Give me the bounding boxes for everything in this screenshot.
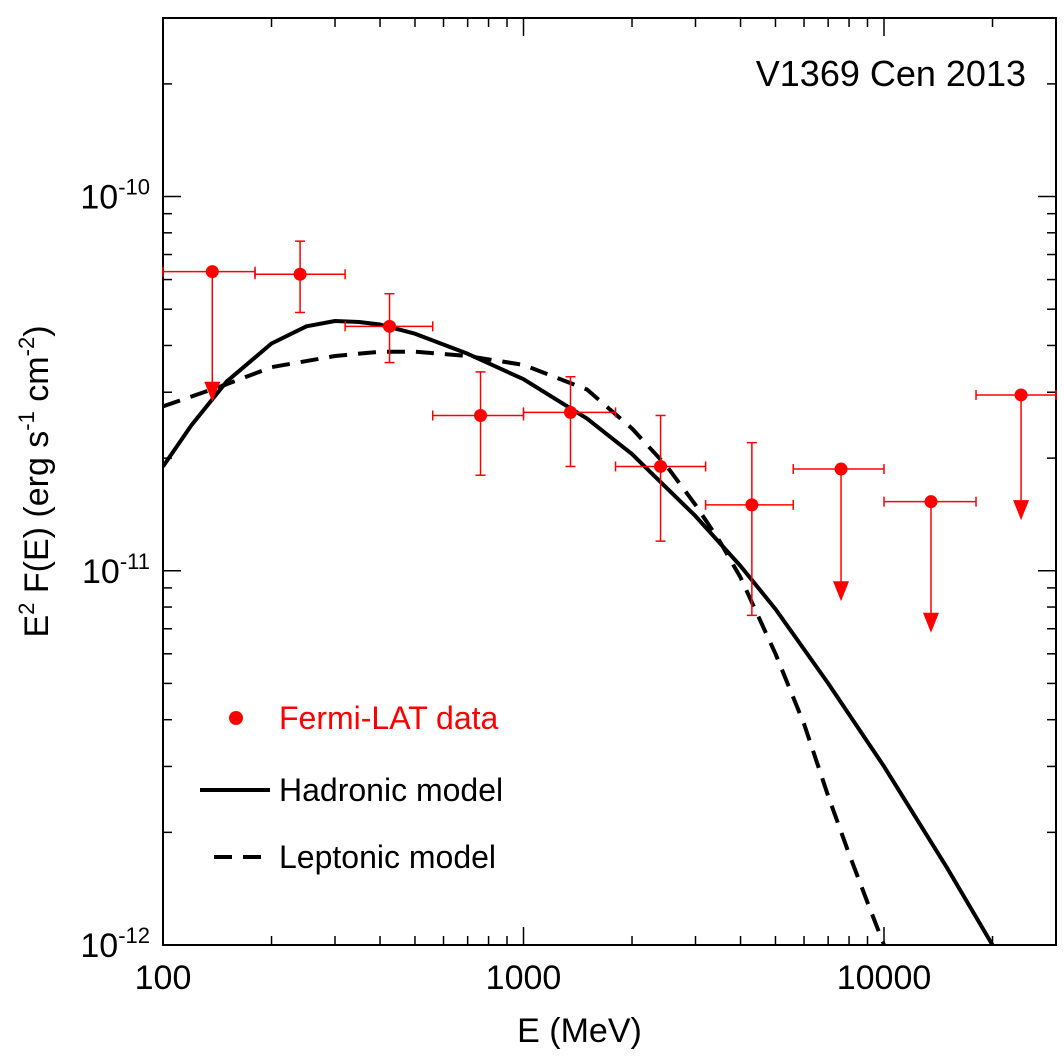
hadronic-model-line: [163, 319, 995, 945]
data-point: [431, 371, 525, 476]
x-tick-label: 100: [135, 959, 192, 997]
upper-limit-arrow: [204, 381, 221, 402]
data-point: [254, 240, 346, 314]
data-marker: [745, 498, 759, 512]
upper-limit-arrow: [1013, 500, 1030, 521]
leptonic-model-line: [163, 349, 886, 945]
data-point: [614, 414, 707, 542]
legend-entry: Fermi-LAT data: [229, 700, 499, 736]
data-marker: [563, 405, 577, 419]
legend-label: Leptonic model: [279, 839, 496, 875]
legend-entry: Hadronic model: [200, 772, 503, 808]
data-point-upper-limit: [883, 495, 977, 633]
data-point: [704, 441, 794, 617]
y-tick-label: 10-10: [80, 175, 150, 217]
x-axis-label: E (MeV): [517, 1012, 642, 1050]
data-point-upper-limit: [975, 388, 1057, 521]
data-point: [344, 292, 434, 364]
data-marker: [924, 495, 938, 509]
upper-limit-arrow: [833, 581, 850, 602]
x-tick-label: 1000: [486, 959, 562, 997]
chart-title: V1369 Cen 2013: [756, 53, 1026, 94]
plot-frame: [162, 17, 1057, 946]
legend-entry: Leptonic model: [214, 839, 496, 875]
x-tick-label: 10000: [837, 959, 932, 997]
data-point: [522, 375, 617, 468]
data-marker: [834, 462, 848, 476]
y-axis-label: E2 F(E) (erg s-1 cm-2): [14, 325, 56, 637]
legend-label: Fermi-LAT data: [279, 700, 499, 736]
data-marker: [205, 265, 219, 279]
data-point-upper-limit: [162, 265, 256, 402]
data-marker: [474, 408, 488, 422]
upper-limit-arrow: [922, 612, 939, 633]
legend-marker: [229, 711, 243, 725]
data-marker: [293, 267, 307, 281]
data-marker: [654, 459, 668, 473]
legend-label: Hadronic model: [279, 772, 503, 808]
y-tick-label: 10-12: [80, 923, 150, 965]
data-point-upper-limit: [792, 462, 885, 602]
y-tick-label: 10-11: [82, 549, 150, 591]
data-marker: [383, 319, 397, 333]
data-marker: [1014, 388, 1028, 402]
